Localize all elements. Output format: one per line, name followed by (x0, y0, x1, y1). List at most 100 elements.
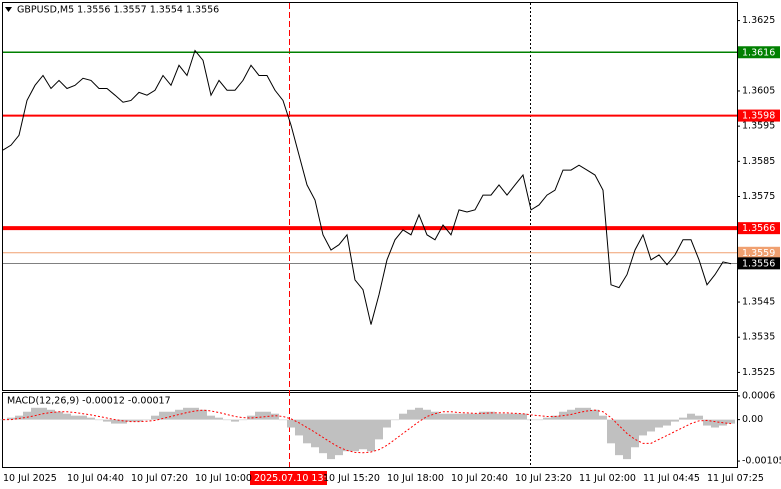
macd-bar (239, 419, 247, 421)
y-tick-label: 0.00 (742, 414, 763, 425)
x-tick-label: 10 Jul 10:00 (195, 473, 252, 484)
macd-bar (15, 415, 23, 420)
menu-arrow (5, 7, 12, 12)
macd-bar (111, 419, 119, 424)
macd-bar (351, 419, 359, 452)
macd-bar (87, 417, 95, 420)
macd-bar (375, 419, 383, 440)
macd-bar (471, 413, 479, 420)
macd-bar (727, 419, 735, 424)
macd-bar (303, 419, 311, 444)
macd-bar (71, 415, 79, 420)
macd-bar (631, 419, 639, 448)
macd-bar (143, 419, 151, 421)
macd-bar (647, 419, 655, 432)
macd-bar (599, 415, 607, 420)
price-line (2, 49, 732, 325)
macd-bar (199, 409, 207, 420)
y-tick-label: 1.3625 (742, 15, 775, 26)
macd-bar (407, 409, 415, 420)
x-tick-label: 10 Jul 04:40 (67, 473, 124, 484)
macd-bar (519, 413, 527, 420)
signal-line (3, 409, 732, 454)
level-label-box (738, 46, 780, 59)
macd-bar (711, 419, 719, 428)
macd-bar (487, 411, 495, 420)
macd-bar (207, 415, 215, 420)
level-label: 1.3566 (742, 223, 775, 234)
macd-bar (527, 419, 535, 421)
macd-bar (439, 413, 447, 420)
macd-bar (431, 411, 439, 420)
x-tick-label: 10 Jul 18:00 (387, 473, 444, 484)
macd-bar (383, 419, 391, 428)
macd-bar (55, 411, 63, 420)
level-label: 1.3559 (742, 248, 775, 259)
macd-bar (271, 413, 279, 420)
macd-bar (583, 407, 591, 420)
macd-bar (591, 409, 599, 420)
macd-bar (159, 411, 167, 420)
macd-bar (391, 419, 399, 421)
chart-title: GBPUSD,M5 1.3556 1.3557 1.3554 1.3556 (17, 5, 219, 16)
macd-bar (47, 409, 55, 420)
x-tick-label: 10 Jul 23:20 (515, 473, 572, 484)
macd-bar (295, 419, 303, 436)
macd-bar (215, 417, 223, 420)
macd-bar (703, 419, 711, 426)
x-tick-label: 11 Jul 02:00 (579, 473, 636, 484)
macd-bar (191, 407, 199, 420)
y-tick-label: 1.3595 (742, 121, 775, 132)
price-pane (2, 2, 738, 391)
macd-bar (127, 419, 135, 422)
macd-bar (63, 413, 71, 420)
level-label-box (738, 257, 780, 270)
macd-bar (671, 419, 679, 422)
level-label: 1.3556 (742, 258, 775, 269)
macd-layer (0, 407, 735, 460)
macd-bar (119, 419, 127, 424)
macd-bar (607, 419, 615, 444)
macd-bar (623, 419, 631, 460)
y-tick-label: -0.00105 (742, 456, 781, 467)
macd-bar (447, 413, 455, 420)
macd-bar (399, 413, 407, 420)
macd-bar (463, 413, 471, 420)
macd-bar (503, 413, 511, 420)
macd-bar (655, 419, 663, 428)
macd-bar (167, 411, 175, 420)
macd-bar (479, 411, 487, 420)
y-tick-label: 1.3575 (742, 191, 775, 202)
macd-bar (327, 419, 335, 460)
macd-bar (535, 419, 543, 421)
macd-bar (679, 417, 687, 420)
macd-bar (31, 407, 39, 420)
y-tick-label: 1.3605 (742, 85, 775, 96)
level-label: 1.3616 (742, 47, 775, 58)
macd-bar (639, 419, 647, 436)
macd-bar (455, 413, 463, 420)
macd-bar (23, 411, 31, 420)
macd-bar (359, 419, 367, 450)
macd-bar (151, 415, 159, 420)
macd-bar (255, 411, 263, 420)
macd-bar (319, 419, 327, 454)
y-tick-label: 1.3535 (742, 332, 775, 343)
x-tick-label: 10 Jul 2025 (3, 473, 57, 484)
y-tick-label: 1.3545 (742, 297, 775, 308)
x-tick-label: 10 Jul 15:20 (323, 473, 380, 484)
macd-bar (687, 413, 695, 420)
y-tick-label: 0.0006 (742, 390, 775, 401)
macd-bar (343, 419, 351, 452)
macd-bar (511, 413, 519, 420)
macd-bar (183, 407, 191, 420)
macd-bar (231, 419, 239, 422)
macd-bar (663, 419, 671, 426)
macd-bar (423, 409, 431, 420)
macd-bar (103, 419, 111, 422)
level-label-box (738, 109, 780, 122)
y-tick-label: 1.3585 (742, 156, 775, 167)
x-tick-label: 10 Jul 07:20 (131, 473, 188, 484)
